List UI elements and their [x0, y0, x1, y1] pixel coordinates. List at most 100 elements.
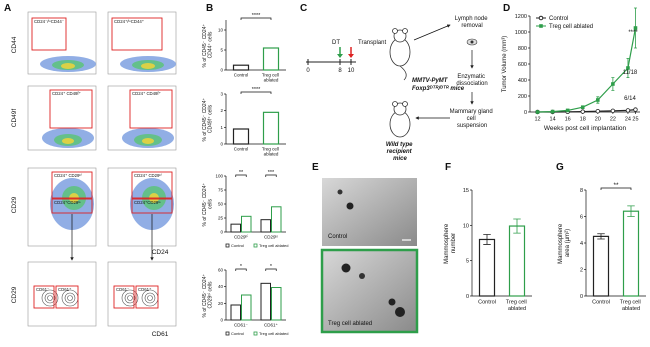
legend-label: Treg cell ablated [549, 24, 593, 30]
text-line: CD44⁺ cells [208, 31, 214, 58]
error-bar [627, 205, 635, 217]
dt-arrow-head [337, 54, 343, 58]
gate [129, 89, 173, 129]
y-tick-label: 0 [466, 294, 469, 300]
event-density [142, 138, 154, 144]
axis-label: CD49f [11, 109, 18, 128]
bar [232, 128, 250, 145]
lymph-node-icon [466, 38, 478, 46]
sphere [346, 202, 354, 210]
mouse-icon [389, 101, 411, 138]
point [565, 108, 570, 113]
y-tick-label: 25 [218, 216, 224, 221]
bar [478, 238, 496, 297]
point [633, 26, 638, 30]
y-tick-label: 600 [518, 62, 527, 68]
sphere [337, 189, 343, 195]
y-tick-label: 0 [220, 230, 223, 235]
gate-label: CD24⁺ CD29ʰⁱ [54, 172, 82, 178]
legend-swatch [253, 243, 258, 248]
panel-label: C [300, 3, 307, 14]
panel-label: B [206, 3, 213, 14]
y-tick-label: 800 [518, 46, 527, 52]
contour [47, 295, 53, 301]
gate-label: CD61⁻ [36, 287, 49, 292]
gate [131, 171, 173, 199]
y-tick-label: 2 [220, 108, 223, 113]
bar [260, 219, 271, 233]
text-line: Treg cell [262, 147, 280, 152]
contour [124, 292, 136, 304]
y-tick-label: 20 [218, 301, 224, 306]
gate [55, 285, 79, 309]
y-tick-label: 5 [220, 48, 223, 53]
point [580, 105, 585, 109]
x-tick-label: Treg cell ablated [506, 300, 528, 312]
y-tick-label: 10 [218, 28, 224, 33]
contour [144, 292, 156, 304]
gate-label: CD24⁺CD29ˡᵒ [134, 200, 161, 205]
x-tick-label: 16 [565, 117, 571, 123]
x-tick-label: Treg cell ablated [262, 147, 280, 157]
panel-label: G [556, 162, 564, 173]
significance: * [270, 264, 273, 270]
legend-swatch [253, 331, 258, 336]
significance: **** [252, 87, 261, 93]
significance-bracket [240, 91, 272, 94]
axis-label: CD24 [152, 249, 169, 256]
recipient-label: Wild type recipient mice [386, 142, 414, 162]
y-tick-label: 5 [466, 259, 469, 265]
y-axis-label: Tumor Volume (mm³) [502, 36, 508, 92]
x-tick-label: 24 [625, 117, 631, 123]
legend-label: Treg cell ablated [259, 243, 288, 248]
gate [113, 285, 135, 309]
x-tick-label: CD29ˡᵒ [264, 235, 278, 240]
contour [121, 289, 139, 307]
y-tick-label: 0 [580, 294, 583, 300]
y-tick-label: 15 [463, 188, 469, 194]
timeline-label: 8 [338, 68, 342, 74]
y-tick-label: 0 [524, 110, 527, 116]
y-tick-label: 10 [463, 223, 469, 229]
legend-marker [539, 24, 543, 28]
gate-label: CD24⁺ CD29ʰⁱ [134, 172, 162, 178]
gate [51, 171, 93, 199]
x-tick-label: CD61⁺ [264, 323, 279, 328]
text-line: Treg cell [506, 300, 528, 306]
step-label: Mammary gland cell suspension [450, 109, 495, 129]
contour [41, 289, 59, 307]
text-line: Mammosphere [558, 222, 564, 264]
significance-bracket [235, 268, 247, 271]
sphere [359, 273, 365, 279]
contour [147, 295, 153, 301]
text-line: Mammosphere [444, 222, 450, 264]
legend-swatch [225, 331, 230, 336]
text-line: removal [461, 23, 482, 29]
event-density [141, 63, 155, 69]
axis-label: CD44 [11, 36, 18, 53]
sphere [341, 263, 351, 273]
error-bar [483, 234, 491, 245]
panel-label: F [445, 162, 451, 173]
legend-marker [538, 15, 544, 21]
point [633, 107, 638, 112]
arrow [413, 24, 451, 41]
x-tick-label: 20 [595, 117, 601, 123]
significance: ** [613, 182, 619, 189]
x-tick-label: Control [234, 147, 249, 152]
axis-label: CD61 [152, 331, 169, 338]
contour [127, 295, 133, 301]
x-tick-label: 18 [580, 117, 586, 123]
text-line: ablated [622, 306, 640, 312]
line [537, 27, 637, 113]
bar [508, 225, 526, 297]
step-label: Lymph node removal [455, 16, 489, 29]
point [611, 82, 615, 86]
significance: *** [268, 170, 275, 176]
x-tick-label: CD61⁻ [234, 323, 249, 328]
dt-label: DT [332, 40, 340, 46]
bar [230, 223, 241, 233]
transplant-label: Transplant [358, 40, 386, 46]
error-bar [597, 233, 605, 240]
